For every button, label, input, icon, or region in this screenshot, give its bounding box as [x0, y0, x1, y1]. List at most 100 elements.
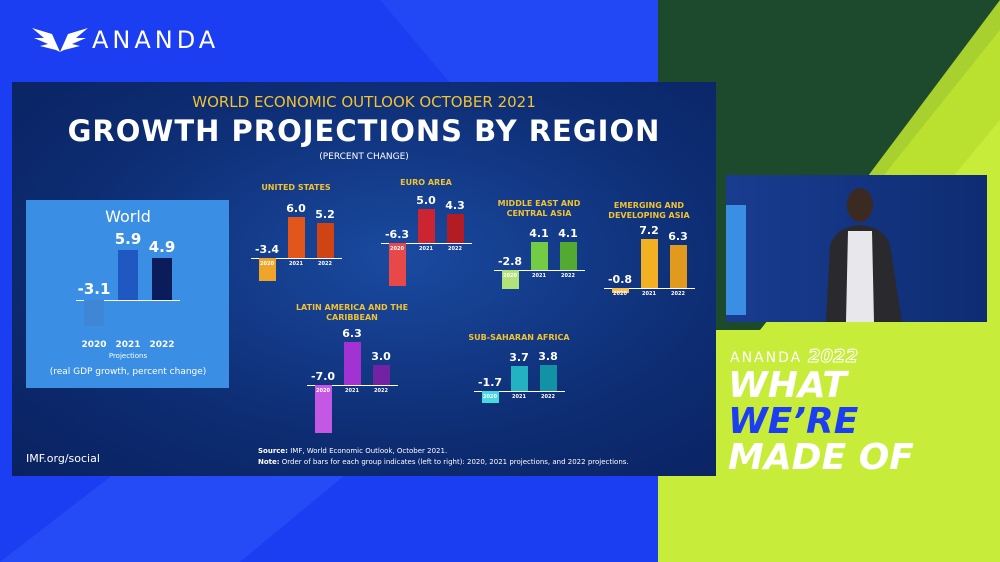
- bar: [152, 258, 172, 300]
- year-label: 2022: [541, 394, 555, 400]
- year-label: 2021: [642, 291, 656, 297]
- year-label: 2020: [260, 261, 274, 267]
- value-label: -3.4: [254, 243, 280, 256]
- source-label: Source:: [258, 447, 288, 455]
- video-inset: [726, 175, 987, 322]
- region-title: SUB-SAHARAN AFRICA: [468, 333, 570, 342]
- event-line: WE’RE: [728, 401, 859, 442]
- bar: [316, 222, 334, 258]
- year-label: 2021: [345, 388, 359, 394]
- year-label: 2022: [318, 261, 332, 267]
- slide-footer: IMF.org/social: [26, 452, 100, 465]
- value-label: 4.3: [445, 198, 465, 212]
- value-label: 3.0: [371, 349, 391, 363]
- region-title: EURO AREA: [400, 178, 452, 187]
- video-panel: [726, 205, 746, 315]
- baseline: [473, 391, 565, 392]
- bar: [118, 249, 138, 300]
- year-label: 2022: [671, 291, 685, 297]
- year-label: 2020: [316, 388, 330, 394]
- value-label: 4.9: [148, 238, 176, 257]
- bar: [481, 391, 499, 403]
- bar: [446, 213, 464, 243]
- source-text: IMF, World Economic Outlook, October 202…: [290, 447, 448, 455]
- bar: [343, 342, 361, 385]
- year-label: 2020: [390, 246, 404, 252]
- bar: [372, 364, 390, 385]
- bar: [539, 365, 557, 391]
- slide-subtitle: (PERCENT CHANGE): [319, 152, 409, 162]
- baseline: [306, 385, 398, 386]
- year-label: 2022: [561, 273, 575, 279]
- bar: [388, 243, 406, 286]
- value-label: 5.2: [315, 207, 335, 221]
- value-label: 4.1: [558, 227, 578, 241]
- value-label: 3.8: [538, 350, 558, 364]
- bar: [287, 217, 305, 258]
- bar: [611, 288, 629, 294]
- bar: [559, 242, 577, 270]
- year-label: 2020: [503, 273, 517, 279]
- baseline: [493, 270, 585, 271]
- year-label: 2021: [419, 246, 433, 252]
- bar: [84, 300, 104, 327]
- event-year: 2022: [807, 346, 859, 368]
- bar: [510, 365, 528, 391]
- year-label: 2020: [483, 394, 497, 400]
- year-label: 2021: [115, 340, 141, 350]
- year-label: 2021: [532, 273, 546, 279]
- region-title: EMERGING AND DEVELOPING ASIA: [608, 201, 690, 220]
- year-label: 2022: [374, 388, 388, 394]
- bar: [258, 258, 276, 282]
- value-label: 6.3: [668, 230, 688, 244]
- region-title: MIDDLE EAST AND CENTRAL ASIA: [497, 199, 581, 218]
- brand: ANANDA: [92, 26, 220, 54]
- baseline: [76, 300, 180, 301]
- baseline: [603, 288, 695, 289]
- bar: [669, 245, 687, 288]
- slide-kicker: WORLD ECONOMIC OUTLOOK OCTOBER 2021: [192, 93, 536, 111]
- caption: (real GDP growth, percent change): [49, 367, 207, 377]
- source: Source: IMF, World Economic Outlook, Oct…: [258, 447, 447, 455]
- value-label: -6.3: [384, 228, 410, 241]
- value-label: 4.1: [529, 227, 549, 241]
- slide-title: GROWTH PROJECTIONS BY REGION: [67, 114, 661, 148]
- annotation: Projections: [108, 352, 148, 360]
- year-label: 2021: [289, 261, 303, 267]
- bar: [501, 270, 519, 290]
- year-label: 2020: [613, 291, 627, 297]
- value-label: 5.9: [114, 229, 142, 248]
- year-label: 2020: [81, 340, 107, 350]
- event-brand: ANANDA: [730, 350, 803, 366]
- bar: [530, 242, 548, 270]
- baseline: [250, 258, 342, 259]
- note-text: Order of bars for each group indicates (…: [281, 458, 629, 466]
- logo-icon: [32, 28, 88, 52]
- event-line: WHAT: [728, 365, 847, 406]
- value-label: -3.1: [77, 280, 111, 298]
- value-label: 7.2: [639, 224, 659, 238]
- note-label: Note:: [258, 458, 280, 466]
- year-label: 2021: [512, 394, 526, 400]
- region-title: LATIN AMERICA AND THE CARIBBEAN: [295, 303, 409, 322]
- event-line: MADE OF: [728, 437, 914, 478]
- bar: [314, 385, 332, 433]
- value-label: -7.0: [310, 370, 336, 383]
- value-label: -0.8: [607, 273, 633, 286]
- note: Note: Order of bars for each group indic…: [258, 458, 629, 466]
- value-label: 6.3: [342, 327, 362, 341]
- value-label: -2.8: [497, 255, 523, 268]
- chart-title: World: [105, 207, 151, 226]
- value-label: 6.0: [286, 202, 306, 216]
- value-label: 3.7: [509, 350, 529, 364]
- region-title: UNITED STATES: [261, 183, 331, 192]
- year-label: 2022: [448, 246, 462, 252]
- value-label: -1.7: [477, 376, 503, 389]
- bar: [417, 209, 435, 243]
- speaker: [826, 188, 902, 322]
- baseline: [380, 243, 472, 244]
- bar: [640, 239, 658, 288]
- value-label: 5.0: [416, 194, 436, 207]
- year-label: 2022: [149, 340, 175, 350]
